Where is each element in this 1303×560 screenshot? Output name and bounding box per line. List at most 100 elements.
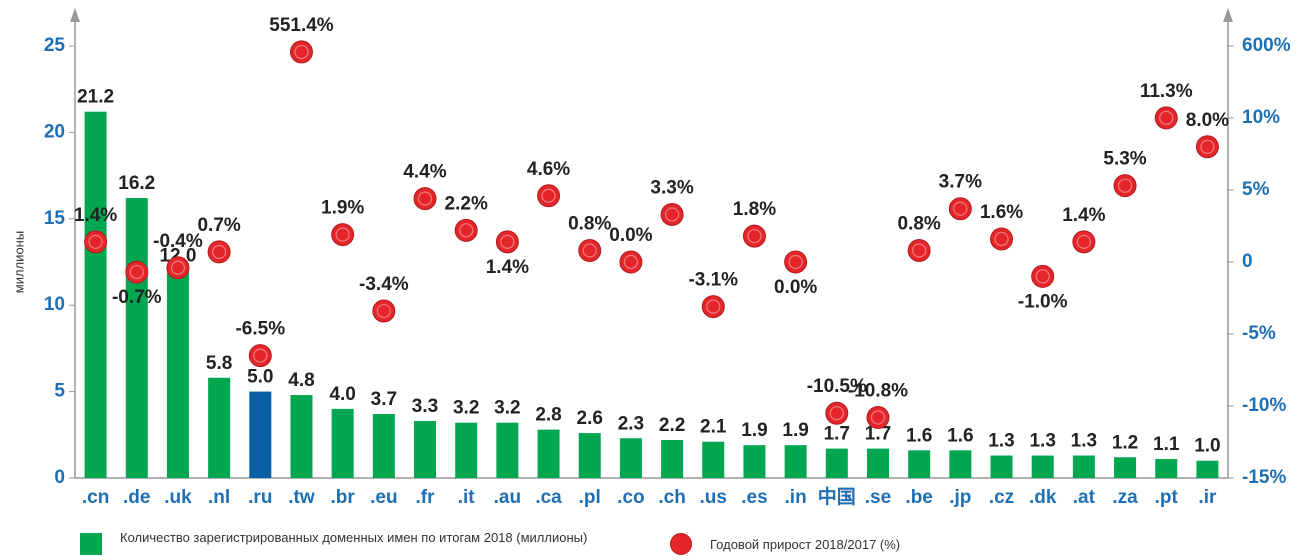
growth-dot bbox=[578, 238, 602, 262]
bar bbox=[908, 450, 931, 478]
growth-label: 1.4% bbox=[486, 257, 529, 278]
bar bbox=[990, 455, 1013, 478]
y2-tick-label: -5% bbox=[1242, 323, 1276, 344]
growth-dot bbox=[372, 299, 396, 323]
growth-dot bbox=[1031, 264, 1055, 288]
growth-label: 1.4% bbox=[1062, 205, 1105, 226]
x-tick-label: .pt bbox=[1155, 487, 1179, 508]
bar-label: 1.9 bbox=[741, 420, 767, 441]
growth-dot-ring bbox=[459, 223, 474, 238]
bar bbox=[455, 422, 478, 478]
bar bbox=[496, 422, 519, 478]
bar bbox=[1072, 455, 1095, 478]
bar bbox=[1155, 458, 1178, 478]
growth-dot-ring bbox=[212, 244, 227, 260]
x-tick-label: .at bbox=[1073, 487, 1096, 508]
growth-label: 0.7% bbox=[197, 215, 240, 236]
y2-tick-label: -15% bbox=[1242, 467, 1286, 488]
y-tick-label: 20 bbox=[44, 121, 65, 142]
bar-label: 3.3 bbox=[412, 396, 438, 417]
bar-label: 1.3 bbox=[988, 431, 1014, 452]
axis-arrow bbox=[70, 8, 80, 22]
growth-label: -3.1% bbox=[688, 270, 738, 291]
growth-dot-ring bbox=[623, 254, 639, 270]
growth-label: 3.7% bbox=[939, 172, 982, 193]
y-axis-label: миллионы bbox=[11, 231, 26, 293]
bar bbox=[84, 111, 107, 478]
growth-dot bbox=[166, 256, 190, 280]
x-tick-label: .uk bbox=[164, 487, 192, 508]
x-tick-label: .nl bbox=[208, 487, 230, 508]
growth-label: 3.3% bbox=[650, 177, 693, 198]
x-tick-label: .jp bbox=[949, 487, 971, 508]
growth-label: 551.4% bbox=[269, 15, 334, 36]
bar bbox=[825, 448, 848, 478]
bar bbox=[661, 439, 684, 478]
legend-swatch bbox=[670, 533, 692, 555]
growth-dot-ring bbox=[1076, 234, 1091, 249]
growth-label: -10.5% bbox=[807, 376, 867, 397]
bar bbox=[331, 408, 354, 478]
growth-dot bbox=[907, 238, 931, 262]
growth-dot-ring bbox=[88, 234, 103, 249]
x-tick-label: .it bbox=[458, 487, 476, 508]
growth-label: 1.4% bbox=[74, 205, 117, 226]
bar-label: 1.6 bbox=[947, 425, 973, 446]
bar bbox=[866, 448, 889, 478]
x-tick-label: .es bbox=[741, 487, 767, 508]
bar-label: 2.1 bbox=[700, 417, 727, 438]
x-tick-label: .eu bbox=[370, 487, 397, 508]
growth-label: 8.0% bbox=[1186, 110, 1229, 131]
bar bbox=[125, 198, 148, 478]
growth-label: 5.3% bbox=[1103, 149, 1146, 170]
growth-label: -0.7% bbox=[112, 287, 162, 308]
x-tick-label: .za bbox=[1112, 487, 1138, 508]
bar-label: 2.3 bbox=[618, 413, 644, 434]
growth-label: -0.4% bbox=[153, 231, 203, 252]
growth-label: 11.3% bbox=[1140, 81, 1193, 102]
growth-dot bbox=[701, 295, 725, 319]
bar-label: 1.3 bbox=[1071, 431, 1097, 452]
growth-dot bbox=[1072, 230, 1096, 254]
growth-dot-ring bbox=[870, 410, 886, 425]
x-tick-label: .fr bbox=[416, 487, 436, 508]
bar-label: 1.7 bbox=[824, 424, 850, 445]
bar bbox=[578, 433, 601, 478]
growth-dot-ring bbox=[953, 201, 968, 216]
bar bbox=[537, 429, 560, 478]
bar bbox=[208, 377, 231, 478]
bar bbox=[702, 441, 725, 478]
axis-arrow bbox=[1223, 8, 1233, 22]
growth-label: 2.2% bbox=[445, 193, 488, 214]
growth-dot bbox=[1154, 106, 1178, 130]
growth-dot bbox=[619, 250, 643, 274]
bar-label: 3.2 bbox=[453, 398, 479, 419]
growth-dot-ring bbox=[829, 406, 844, 421]
growth-dot-ring bbox=[1117, 178, 1133, 193]
growth-label: 0.0% bbox=[774, 277, 817, 298]
growth-dot bbox=[413, 187, 437, 211]
bar-label: 1.2 bbox=[1112, 432, 1138, 453]
x-tick-label: .ru bbox=[248, 487, 272, 508]
bar bbox=[1114, 457, 1137, 478]
y2-tick-label: 0 bbox=[1242, 251, 1253, 272]
growth-dot bbox=[825, 401, 849, 425]
bar-label: 2.8 bbox=[535, 405, 561, 426]
y-tick-label: 25 bbox=[44, 35, 66, 56]
bar-label: 1.3 bbox=[1029, 431, 1055, 452]
x-tick-label: .se bbox=[865, 487, 891, 508]
bar bbox=[1031, 455, 1054, 478]
bar bbox=[784, 445, 807, 478]
bar bbox=[619, 438, 642, 478]
growth-dot-ring bbox=[788, 254, 803, 270]
bar bbox=[743, 445, 766, 478]
y2-tick-label: 10% bbox=[1242, 107, 1280, 128]
bar-label: 3.7 bbox=[371, 389, 397, 410]
growth-label: 1.9% bbox=[321, 198, 364, 219]
growth-dot bbox=[742, 224, 766, 248]
growth-label: 1.6% bbox=[980, 202, 1023, 223]
x-tick-label: .in bbox=[785, 487, 807, 508]
x-tick-label: .ca bbox=[535, 487, 562, 508]
bar bbox=[372, 414, 395, 478]
